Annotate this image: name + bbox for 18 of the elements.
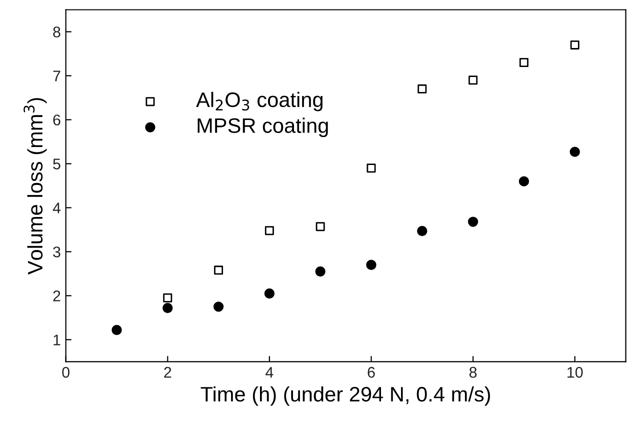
x-tick-label: 8 xyxy=(469,366,477,378)
y-tick-label: 3 xyxy=(53,246,60,258)
y-tick-label: 5 xyxy=(53,158,60,170)
x-tick-label: 0 xyxy=(62,366,70,378)
y-tick-label: 2 xyxy=(53,290,60,302)
y-tick-label: 7 xyxy=(53,70,60,82)
legend-label: Al$_{2}$O$_{3}$ coating xyxy=(196,92,322,112)
x-tick-label: 2 xyxy=(164,366,172,378)
x-tick-label: 6 xyxy=(368,366,375,378)
y-tick-label: 8 xyxy=(53,26,60,38)
y-tick-label: 6 xyxy=(53,114,60,126)
x-tick-label: 4 xyxy=(266,367,274,378)
y-axis-title: Volume loss (mm$^{3}$) xyxy=(24,98,47,275)
x-axis-title: Time (h) (under 294 N, 0.4 m/s) xyxy=(200,386,490,406)
y-tick-label: 1 xyxy=(54,334,60,346)
x-tick-label: 10 xyxy=(568,366,583,378)
y-tick-label: 4 xyxy=(52,202,61,214)
legend-label: MPSR coating xyxy=(198,118,328,138)
